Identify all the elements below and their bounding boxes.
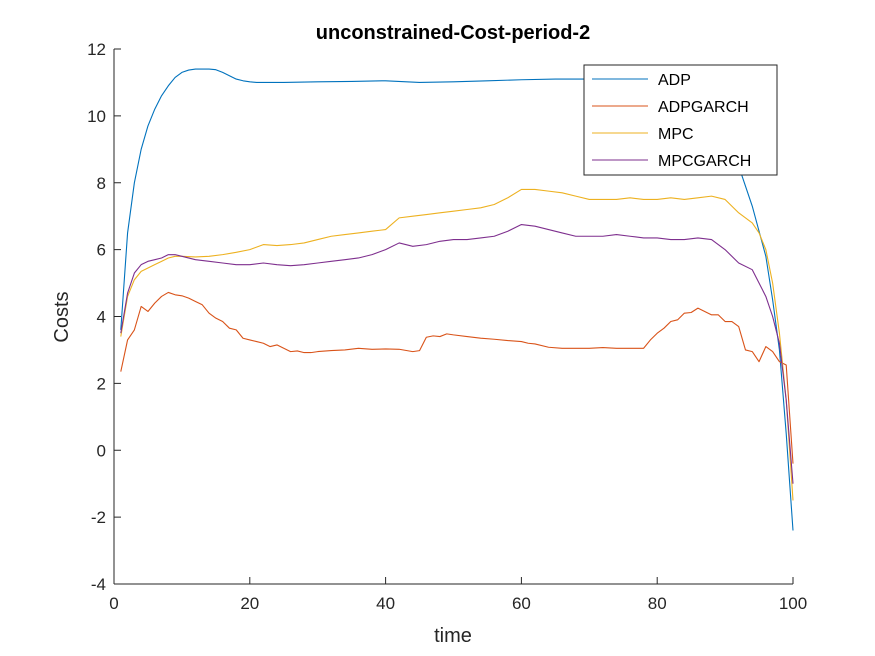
y-tick-label: 8 [97, 174, 106, 193]
chart-title: unconstrained-Cost-period-2 [316, 22, 590, 44]
x-axis-title: time [434, 625, 472, 647]
y-tick-label: -4 [91, 575, 106, 594]
legend-label-mpc: MPC [658, 126, 694, 143]
legend-label-mpcgarch: MPCGARCH [658, 153, 751, 170]
y-tick-label: 6 [97, 241, 106, 260]
legend-box [583, 64, 778, 176]
legend-label-adp: ADP [658, 72, 691, 89]
x-tick-label: 60 [512, 594, 531, 613]
y-tick-label: -2 [91, 508, 106, 527]
series-line-mpc [120, 188, 794, 501]
legend: ADP ADPGARCH MPC MPCGARCH [583, 64, 778, 176]
x-tick-label: 80 [648, 594, 667, 613]
series-line-adpgarch [120, 291, 794, 464]
x-tick-label: 100 [779, 594, 807, 613]
y-tick-label: 4 [97, 308, 106, 327]
legend-label-adpgarch: ADPGARCH [658, 99, 749, 116]
series-line-mpcgarch [120, 224, 794, 484]
y-tick-label: 12 [87, 40, 106, 59]
x-tick-label: 0 [109, 594, 118, 613]
y-tick-label: 2 [97, 374, 106, 393]
x-ticks: 0 20 40 60 80 100 [109, 577, 807, 613]
y-tick-label: 10 [87, 107, 106, 126]
y-axis-title: Costs [51, 291, 73, 342]
x-tick-label: 40 [376, 594, 395, 613]
y-ticks: -4 -2 0 2 4 6 8 10 12 [87, 40, 121, 594]
y-tick-label: 0 [97, 441, 106, 460]
x-tick-label: 20 [240, 594, 259, 613]
